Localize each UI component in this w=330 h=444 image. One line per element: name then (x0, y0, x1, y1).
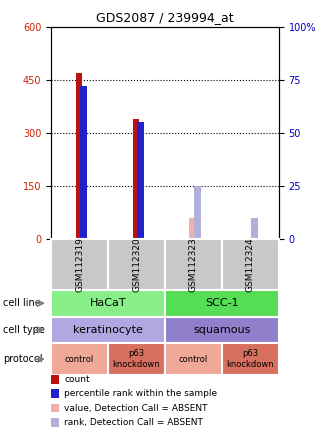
Text: GSM112324: GSM112324 (246, 237, 255, 292)
Text: HaCaT: HaCaT (90, 298, 126, 308)
Bar (133, 119, 139, 239)
Text: GSM112319: GSM112319 (75, 237, 84, 292)
Text: rank, Detection Call = ABSENT: rank, Detection Call = ABSENT (64, 418, 203, 427)
Bar (189, 218, 196, 239)
Text: GSM112320: GSM112320 (132, 237, 141, 292)
Text: p63
knockdown: p63 knockdown (113, 349, 160, 369)
Text: p63
knockdown: p63 knockdown (227, 349, 274, 369)
Bar (194, 186, 201, 239)
Text: percentile rank within the sample: percentile rank within the sample (64, 389, 217, 398)
Text: squamous: squamous (193, 325, 250, 335)
Text: cell line: cell line (3, 298, 41, 308)
Text: count: count (64, 375, 90, 384)
Text: cell type: cell type (3, 325, 45, 335)
Text: GDS2087 / 239994_at: GDS2087 / 239994_at (96, 11, 234, 24)
Text: protocol: protocol (3, 354, 43, 364)
Bar (251, 218, 258, 239)
Text: SCC-1: SCC-1 (205, 298, 239, 308)
Text: GSM112323: GSM112323 (189, 237, 198, 292)
Text: control: control (179, 355, 208, 364)
Text: control: control (65, 355, 94, 364)
Bar (80, 86, 87, 239)
Bar (137, 122, 144, 239)
Bar (76, 73, 82, 239)
Text: keratinocyte: keratinocyte (73, 325, 143, 335)
Text: value, Detection Call = ABSENT: value, Detection Call = ABSENT (64, 404, 208, 412)
